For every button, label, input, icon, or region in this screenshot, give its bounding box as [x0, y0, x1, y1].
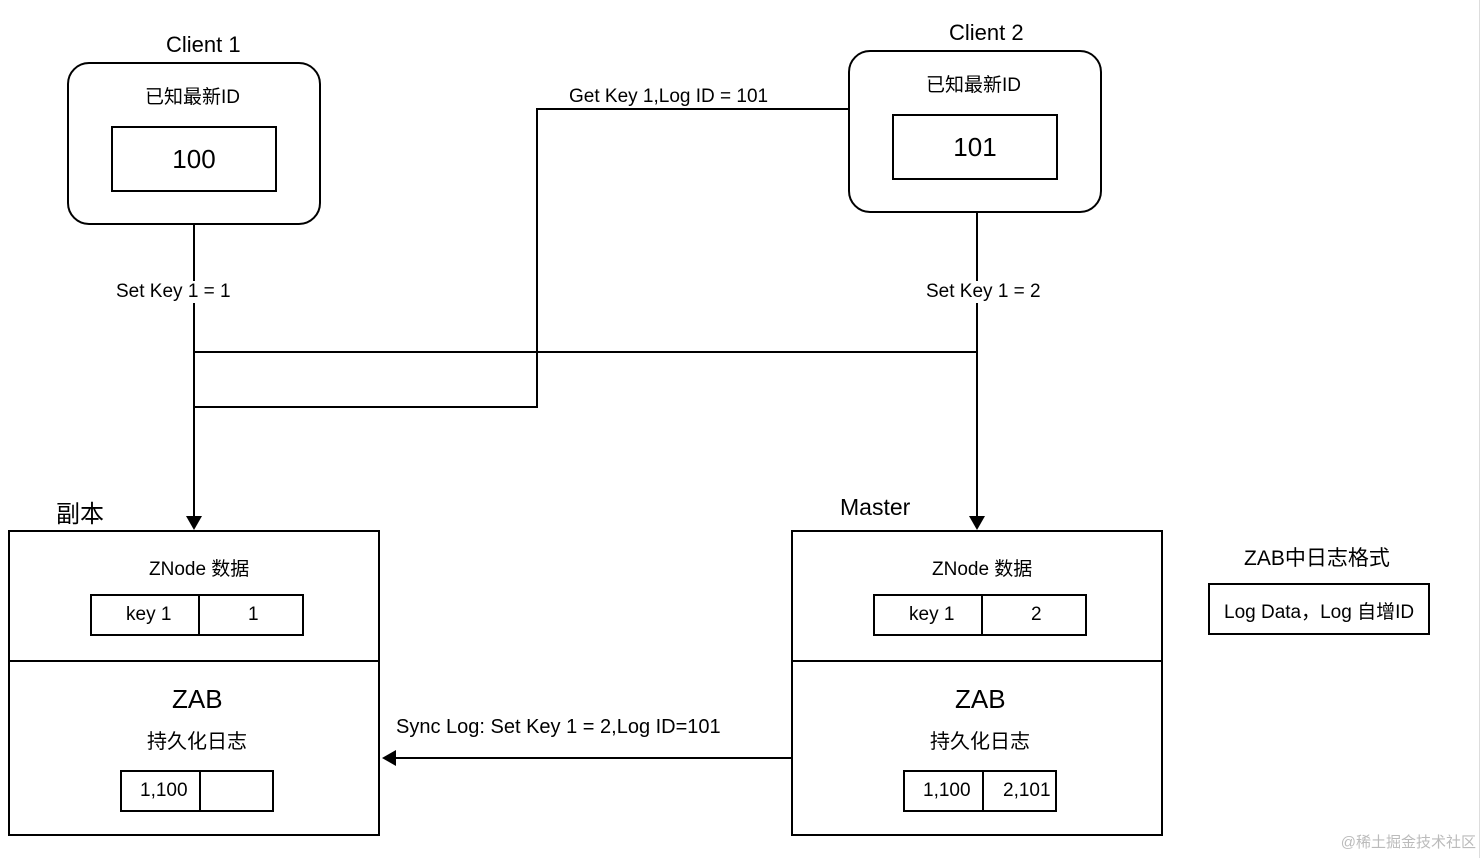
master-title: Master	[836, 494, 914, 521]
legend-content: Log Data，Log 自增ID	[1220, 597, 1418, 624]
master-box: ZNode 数据 key 1 2 ZAB 持久化日志 1,100 2,101	[791, 530, 1163, 836]
c2-get-vline	[536, 108, 538, 408]
c2-vline	[976, 213, 978, 520]
replica-zab-sub: 持久化日志	[143, 725, 251, 754]
replica-znode-header: ZNode 数据	[145, 554, 253, 581]
replica-log-table: 1,100	[120, 770, 274, 812]
sync-label: Sync Log: Set Key 1 = 2,Log ID=101	[392, 716, 725, 739]
replica-zab-title: ZAB	[168, 684, 227, 715]
c1-arrow	[186, 516, 202, 530]
master-kv-k: key 1	[905, 604, 958, 626]
replica-kv-k: key 1	[122, 604, 175, 626]
client2-box: 已知最新ID 101	[848, 50, 1102, 213]
master-kv-v: 2	[1027, 604, 1046, 626]
legend-title: ZAB中日志格式	[1240, 542, 1394, 572]
replica-title: 副本	[52, 494, 108, 529]
zab-diagram: Client 1 已知最新ID 100 Client 2 已知最新ID 101 …	[0, 0, 1484, 858]
master-zab-sub: 持久化日志	[926, 725, 1034, 754]
c1-vline-2	[193, 351, 195, 520]
master-znode-header: ZNode 数据	[928, 554, 1036, 581]
replica-divider	[10, 660, 378, 662]
client2-value-box: 101	[892, 114, 1058, 180]
c2-arrow	[969, 516, 985, 530]
master-log-1: 2,101	[999, 780, 1055, 802]
legend-box: Log Data，Log 自增ID	[1208, 583, 1430, 635]
client1-value-box: 100	[111, 126, 277, 192]
master-log-0: 1,100	[919, 780, 975, 802]
client1-box: 已知最新ID 100	[67, 62, 321, 225]
client2-title: Client 2	[945, 20, 1028, 46]
sync-hline	[394, 757, 793, 759]
replica-kv-v: 1	[244, 604, 263, 626]
replica-kv-table: key 1 1	[90, 594, 304, 636]
client1-header: 已知最新ID	[141, 82, 244, 109]
c1-to-master-hline	[193, 351, 978, 353]
replica-box: ZNode 数据 key 1 1 ZAB 持久化日志 1,100	[8, 530, 380, 836]
replica-log-0: 1,100	[136, 780, 192, 802]
master-kv-table: key 1 2	[873, 594, 1087, 636]
master-divider	[793, 660, 1161, 662]
client1-title: Client 1	[162, 32, 245, 58]
c2-get-hline	[536, 108, 850, 110]
c2-set-label: Set Key 1 = 2	[922, 281, 1045, 303]
right-border	[1479, 0, 1480, 858]
watermark: @稀土掘金技术社区	[1341, 831, 1476, 852]
master-log-table: 1,100 2,101	[903, 770, 1057, 812]
client2-header: 已知最新ID	[922, 70, 1025, 97]
sync-arrow	[382, 750, 396, 766]
master-zab-title: ZAB	[951, 684, 1010, 715]
c2-get-label: Get Key 1,Log ID = 101	[565, 86, 772, 108]
c2-get-to-replica-hline	[193, 406, 538, 408]
c1-set-label: Set Key 1 = 1	[112, 281, 235, 303]
